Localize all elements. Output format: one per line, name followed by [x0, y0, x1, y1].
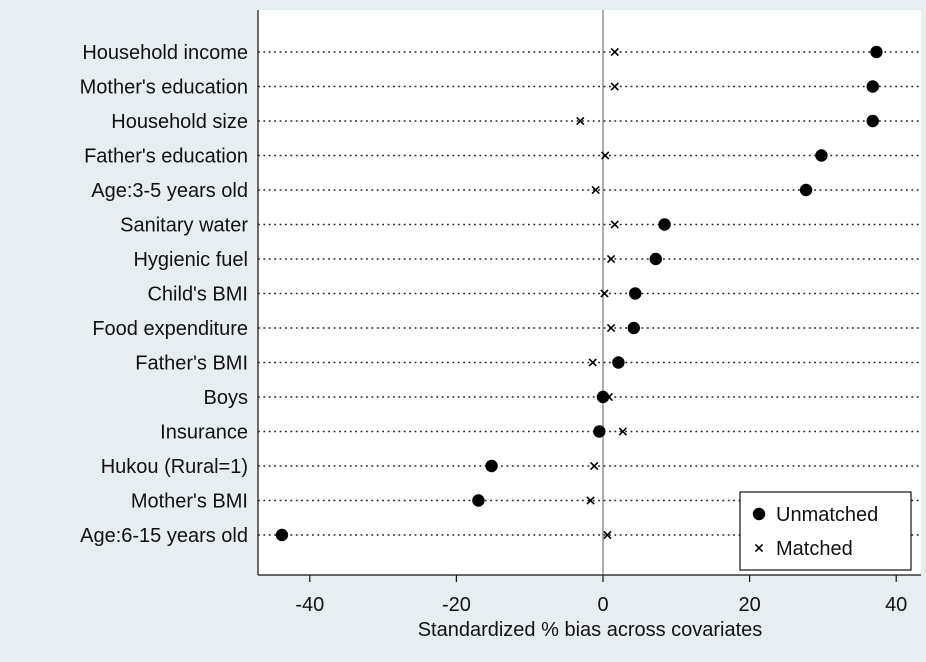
y-tick-label: Age:3-5 years old — [91, 180, 248, 202]
legend-box — [739, 491, 912, 571]
matched-point — [618, 427, 627, 436]
matched-point — [604, 392, 614, 402]
y-tick-label: Father's BMI — [135, 353, 248, 375]
matched-point — [610, 220, 619, 229]
unmatched-point — [596, 390, 610, 404]
y-tick-label: Hygienic fuel — [133, 249, 248, 271]
matched-point — [606, 254, 616, 264]
x-tick-label: 40 — [885, 594, 907, 616]
y-tick-label: Age:6-15 years old — [80, 525, 248, 547]
unmatched-point — [593, 425, 606, 438]
legend: Unmatched Matched — [739, 491, 912, 571]
unmatched-point — [275, 528, 289, 542]
legend-matched-marker — [754, 543, 764, 553]
unmatched-point — [627, 321, 640, 335]
x-tick-label: -40 — [295, 594, 324, 616]
matched-point — [606, 323, 616, 333]
matched-point — [576, 116, 585, 126]
y-axis-labels: Household income Mother's education Househ… — [80, 42, 249, 547]
y-tick-label: Insurance — [160, 422, 248, 444]
x-axis-title: Standardized % bias across covariates — [418, 619, 763, 641]
matched-point — [590, 461, 599, 471]
x-tick-label: -20 — [442, 594, 471, 616]
x-tick-label: 0 — [597, 594, 608, 616]
y-tick-label: Household income — [82, 42, 248, 64]
unmatched-point — [658, 218, 671, 231]
unmatched-point — [799, 183, 813, 197]
y-tick-label: Child's BMI — [147, 284, 248, 306]
unmatched-point — [612, 356, 625, 369]
legend-label: Unmatched — [776, 504, 878, 526]
x-tick-label: 20 — [738, 594, 760, 616]
y-tick-label: Boys — [204, 387, 248, 409]
matched-point — [586, 496, 595, 505]
y-tick-label: Father's education — [84, 146, 248, 168]
unmatched-point — [485, 459, 498, 473]
unmatched-point — [629, 287, 642, 300]
legend-unmatched-marker — [752, 507, 766, 521]
matched-point — [603, 530, 612, 540]
y-tick-label: Household size — [111, 111, 248, 133]
matched-point — [610, 47, 619, 57]
x-axis: -40 -20 0 20 40 — [257, 10, 921, 616]
y-tick-label: Mother's education — [80, 77, 248, 99]
unmatched-point — [649, 252, 662, 266]
unmatched-point — [866, 114, 879, 128]
unmatched-point — [472, 494, 485, 507]
y-tick-label: Hukou (Rural=1) — [101, 456, 248, 478]
matched-point — [588, 358, 597, 367]
legend-label: Matched — [776, 538, 853, 560]
matched-point — [610, 82, 619, 91]
unmatched-point — [815, 149, 828, 162]
unmatched-point — [870, 45, 883, 59]
matched-point — [600, 289, 609, 298]
y-tick-label: Mother's BMI — [131, 491, 248, 513]
matched-point — [591, 185, 600, 195]
y-tick-label: Sanitary water — [120, 215, 248, 237]
matched-point — [601, 151, 610, 160]
plot-area — [258, 10, 921, 575]
data-markers — [275, 45, 883, 542]
unmatched-point — [866, 80, 879, 93]
y-tick-label: Food expenditure — [92, 318, 248, 340]
